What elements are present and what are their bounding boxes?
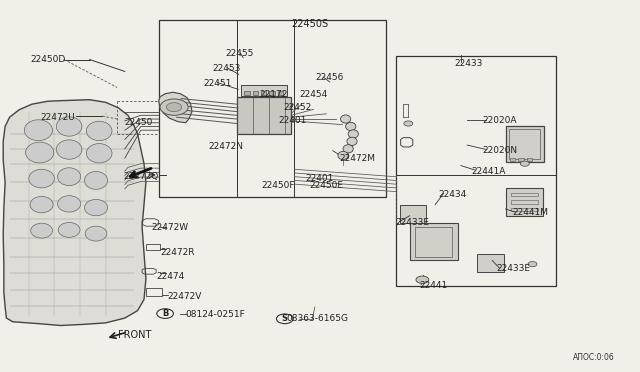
Text: 22450D: 22450D <box>31 55 66 64</box>
Ellipse shape <box>347 137 357 145</box>
Text: 22434: 22434 <box>438 190 467 199</box>
Text: 22401: 22401 <box>278 116 307 125</box>
Text: 22452: 22452 <box>284 103 312 112</box>
Text: 08363-6165G: 08363-6165G <box>287 314 349 323</box>
Ellipse shape <box>58 222 80 237</box>
Text: 22472Q: 22472Q <box>124 172 159 181</box>
Text: AΠΟC:0:06: AΠΟC:0:06 <box>573 353 614 362</box>
Bar <box>511 193 538 196</box>
Ellipse shape <box>346 122 356 131</box>
Bar <box>509 129 540 159</box>
Text: FRONT: FRONT <box>118 330 152 340</box>
Text: 22441M: 22441M <box>512 208 548 217</box>
Text: 22455: 22455 <box>225 49 253 58</box>
Bar <box>146 244 160 250</box>
Ellipse shape <box>24 120 52 141</box>
Text: B: B <box>162 309 168 318</box>
Ellipse shape <box>31 223 52 238</box>
Text: 22472N: 22472N <box>209 142 244 151</box>
Text: 22453: 22453 <box>212 64 241 73</box>
Bar <box>400 205 426 223</box>
Text: 08124-0251F: 08124-0251F <box>186 310 245 319</box>
Text: 22441A: 22441A <box>471 167 506 176</box>
Text: 22472R: 22472R <box>160 248 195 257</box>
Ellipse shape <box>338 151 348 160</box>
Text: 22020A: 22020A <box>482 116 516 125</box>
Text: 22454: 22454 <box>300 90 328 99</box>
Polygon shape <box>159 92 192 123</box>
Circle shape <box>416 276 429 283</box>
Ellipse shape <box>58 196 81 212</box>
Circle shape <box>528 262 537 267</box>
Bar <box>410 223 458 260</box>
Bar <box>511 208 538 211</box>
Circle shape <box>520 161 529 166</box>
Text: 22450F: 22450F <box>261 182 294 190</box>
Text: 22441: 22441 <box>419 281 447 290</box>
Ellipse shape <box>86 121 112 141</box>
Bar <box>506 188 543 216</box>
Bar <box>261 91 266 95</box>
Text: 22472U: 22472U <box>40 113 75 122</box>
Text: 22401: 22401 <box>305 174 333 183</box>
Bar <box>269 91 275 95</box>
Ellipse shape <box>86 144 112 163</box>
Circle shape <box>404 121 413 126</box>
Ellipse shape <box>84 171 108 189</box>
Ellipse shape <box>30 196 53 213</box>
Ellipse shape <box>85 226 107 241</box>
Bar <box>396 56 556 286</box>
Ellipse shape <box>343 145 353 153</box>
Bar <box>146 288 162 296</box>
Circle shape <box>166 103 182 112</box>
Bar <box>415 227 452 257</box>
Text: 22472W: 22472W <box>152 223 189 232</box>
Bar <box>237 97 291 134</box>
Text: 22474: 22474 <box>157 272 185 280</box>
Ellipse shape <box>58 168 81 186</box>
Bar <box>527 158 532 161</box>
Ellipse shape <box>340 115 351 123</box>
Text: 22172: 22172 <box>259 90 287 99</box>
Ellipse shape <box>26 142 54 163</box>
Ellipse shape <box>56 140 82 159</box>
Circle shape <box>160 99 188 115</box>
Text: 22433E: 22433E <box>496 264 530 273</box>
Circle shape <box>157 309 173 318</box>
Text: 22450S: 22450S <box>291 19 328 29</box>
Text: 22472M: 22472M <box>339 154 375 163</box>
Bar <box>510 158 515 161</box>
Bar <box>253 91 258 95</box>
Bar <box>511 200 538 204</box>
Ellipse shape <box>348 130 358 138</box>
Text: 22433: 22433 <box>454 59 483 68</box>
Text: 22451: 22451 <box>204 79 232 88</box>
Bar <box>159 20 386 197</box>
Text: 22450: 22450 <box>125 118 153 127</box>
Bar <box>244 91 250 95</box>
Polygon shape <box>3 100 146 326</box>
Bar <box>278 91 283 95</box>
Bar <box>518 158 524 161</box>
Text: S: S <box>282 314 288 323</box>
Text: 22450E: 22450E <box>309 182 343 190</box>
Text: 22433E: 22433E <box>396 218 429 227</box>
Ellipse shape <box>29 169 54 188</box>
Circle shape <box>276 314 293 324</box>
Text: 22456: 22456 <box>316 73 344 82</box>
Text: 22020N: 22020N <box>482 146 517 155</box>
Ellipse shape <box>84 199 108 216</box>
Ellipse shape <box>56 117 82 136</box>
Bar <box>506 126 544 162</box>
Text: 22472V: 22472V <box>168 292 202 301</box>
Bar <box>241 85 287 96</box>
Bar <box>477 254 504 272</box>
